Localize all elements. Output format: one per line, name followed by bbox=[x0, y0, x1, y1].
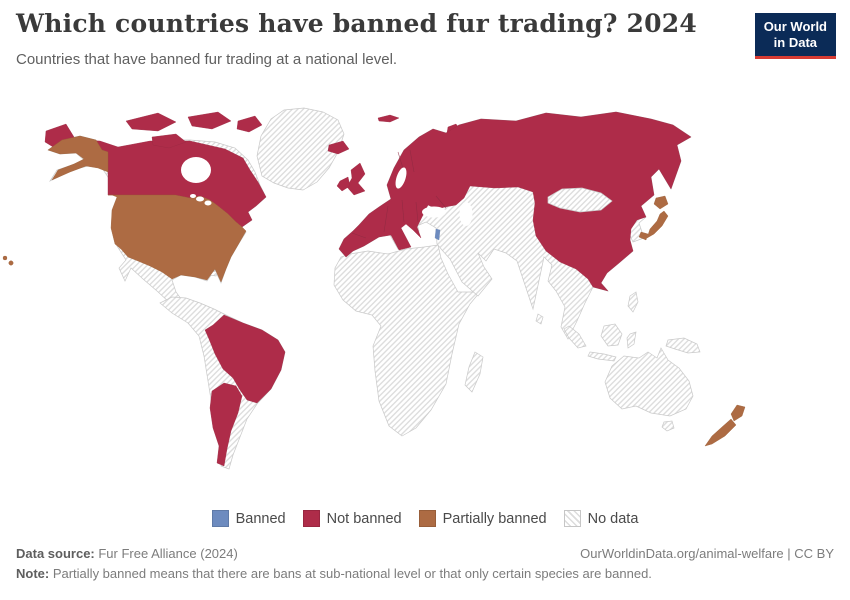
banned-swatch bbox=[211, 510, 229, 527]
data-source-value: Fur Free Alliance (2024) bbox=[94, 546, 238, 561]
no-data-mongolia[interactable] bbox=[547, 187, 613, 213]
not-banned-swatch bbox=[302, 510, 320, 527]
citation-link[interactable]: OurWorldinData.org/animal-welfare | CC B… bbox=[580, 546, 834, 561]
legend-label: Not banned bbox=[326, 510, 402, 527]
great-lakes bbox=[190, 194, 212, 206]
partially-banned-swatch bbox=[418, 510, 436, 527]
legend-label: Banned bbox=[235, 510, 286, 527]
map-legend: Banned Not banned Partially banned No da… bbox=[0, 510, 850, 527]
not-banned-regions[interactable] bbox=[44, 111, 692, 467]
banned-region-israel[interactable] bbox=[434, 228, 441, 241]
footer-note: Note: Partially banned means that there … bbox=[16, 566, 834, 581]
page-title: Which countries have banned fur trading?… bbox=[16, 9, 697, 38]
data-source: Data source: Fur Free Alliance (2024) bbox=[16, 546, 238, 561]
inland-seas bbox=[181, 157, 473, 226]
legend-item-partially-banned[interactable]: Partially banned bbox=[418, 510, 547, 527]
footer: Data source: Fur Free Alliance (2024) Ou… bbox=[16, 546, 834, 561]
chart-subtitle: Countries that have banned fur trading a… bbox=[16, 51, 398, 68]
data-source-label: Data source: bbox=[16, 546, 95, 561]
note-label: Note: bbox=[16, 566, 50, 581]
no-data-swatch bbox=[563, 510, 581, 527]
owid-logo-line1: Our World bbox=[763, 19, 827, 34]
partially-banned-regions[interactable] bbox=[2, 135, 746, 447]
legend-item-no-data[interactable]: No data bbox=[563, 510, 639, 527]
owid-logo-line2: in Data bbox=[773, 34, 818, 50]
owid-logo[interactable]: Our World in Data bbox=[754, 13, 836, 59]
legend-label: Partially banned bbox=[442, 510, 547, 527]
legend-item-banned[interactable]: Banned bbox=[211, 510, 286, 527]
legend-label: No data bbox=[587, 510, 639, 527]
legend-item-not-banned[interactable]: Not banned bbox=[302, 510, 402, 527]
note-value: Partially banned means that there are ba… bbox=[49, 566, 652, 581]
